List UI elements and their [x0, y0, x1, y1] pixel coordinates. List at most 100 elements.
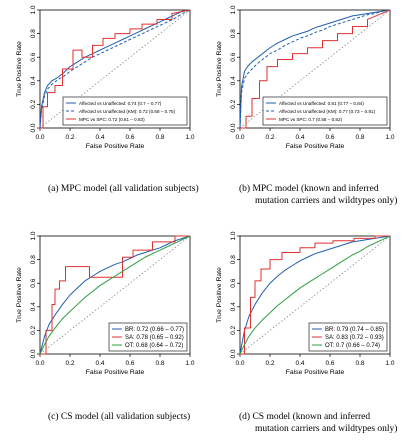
series-line-2 [39, 9, 191, 129]
legend-label: MPC vs SPC: 0.7 (0.58 – 0.82) [279, 117, 343, 122]
y-tick-label: 0.0 [30, 349, 37, 358]
y-tick-label: 0.6 [30, 278, 37, 287]
legend-label: SA: 0.83 (0.72 – 0.93) [325, 335, 384, 341]
legend-label: Affected vs Unaffected: 0.81 (0.77 – 0.8… [279, 101, 364, 106]
x-tick-label: 0.8 [355, 360, 364, 367]
legend-label: BR: 0.79 (0.74 – 0.85) [325, 327, 384, 333]
x-tick-label: 0.4 [295, 360, 304, 367]
y-tick-label: 0.0 [230, 123, 237, 132]
legend-label: Affected vs Unaffected: 0.74 (0.7 – 0.77… [79, 101, 162, 106]
legend-label: BR: 0.72 (0.66 – 0.77) [125, 327, 184, 333]
y-tick-label: 0.6 [230, 278, 237, 287]
legend: BR: 0.79 (0.74 – 0.85) SA: 0.83 (0.72 – 0… [308, 322, 388, 352]
series-line-3 [39, 235, 191, 355]
y-tick-label: 0.4 [230, 76, 237, 85]
y-tick-label: 1.0 [30, 5, 37, 14]
x-tick-label: 0.0 [235, 360, 244, 367]
y-tick-label: 0.8 [230, 29, 237, 38]
y-tick-label: 0.2 [230, 326, 237, 335]
caption-a: (a) MPC model (all validation subjects) [48, 184, 199, 196]
x-tick-label: 0.2 [265, 134, 274, 141]
y-tick-label: 0.0 [30, 123, 37, 132]
x-tick-label: 0.4 [95, 360, 104, 367]
y-tick-label: 0.8 [30, 29, 37, 38]
x-tick-label: 0.6 [325, 134, 334, 141]
caption-d: (d) CS model (known and inferred mutatio… [239, 412, 397, 435]
legend: Affected vs Unaffected: 0.74 (0.7 – 0.77… [62, 96, 188, 126]
legend-box [62, 96, 188, 126]
x-tick-label: 1.0 [385, 134, 394, 141]
reference-diagonal [239, 235, 391, 355]
plot-frame [39, 9, 191, 129]
series-line-1 [39, 9, 191, 129]
caption-b: (b) MPC model (known and inferred mutati… [239, 184, 397, 207]
y-axis-label: True Positive Rate [216, 41, 223, 97]
x-tick-label: 0.6 [125, 360, 134, 367]
x-tick-label: 0.6 [125, 134, 134, 141]
caption-c: (c) CS model (all validation subjects) [48, 412, 190, 424]
plot-frame [239, 235, 391, 355]
series-line-2 [240, 235, 390, 355]
x-tick-label: 1.0 [185, 360, 194, 367]
x-tick-label: 0.2 [65, 360, 74, 367]
legend-label: MPC vs SPC: 0.72 (0.61 – 0.83) [79, 117, 145, 122]
y-tick-label: 0.2 [30, 326, 37, 335]
caption-d-line-2: mutation carriers and wildtypes only) [255, 423, 398, 434]
series-line-3 [239, 235, 391, 355]
plot-frame [239, 9, 391, 129]
y-tick-label: 1.0 [230, 5, 237, 14]
series-line-1 [239, 9, 391, 129]
x-tick-label: 1.0 [385, 360, 394, 367]
legend-label: OT: 0.68 (0.64 – 0.72) [125, 343, 183, 349]
y-tick-label: 0.4 [230, 302, 237, 311]
series-line-2 [239, 9, 391, 129]
roc-panel-a: 0.0 0.2 0.4 0.6 0.8 1.0 0.0 0.2 0.4 0.6 0.8 1.0 Fals… [16, 5, 195, 150]
x-tick-label: 0.4 [295, 134, 304, 141]
series-line-3 [40, 9, 191, 129]
legend-label: Affected vs Unaffected (KM): 0.72 (0.68 … [79, 109, 176, 114]
x-axis-label: False Positive Rate [86, 369, 145, 376]
legend-label: Affected vs Unaffected (KM): 0.77 (0.73 … [279, 109, 376, 114]
roc-panel-c: 0.0 0.2 0.4 0.6 0.8 1.0 0.0 0.2 0.4 0.6 0.8 1.0 Fals… [16, 231, 195, 376]
series-line-3 [240, 9, 391, 129]
plot-frame [39, 235, 191, 355]
legend-box [262, 96, 388, 126]
series-line-2 [40, 235, 190, 355]
y-tick-label: 0.6 [30, 52, 37, 61]
y-axis-label: True Positive Rate [16, 41, 23, 97]
y-tick-label: 0.4 [30, 302, 37, 311]
legend: BR: 0.72 (0.66 – 0.77) SA: 0.78 (0.65 – 0… [108, 322, 188, 352]
caption-a-line-1: (a) MPC model (all validation subjects) [48, 184, 199, 194]
y-tick-label: 0.6 [230, 52, 237, 61]
y-tick-label: 0.0 [230, 349, 237, 358]
legend-label: SA: 0.78 (0.65 – 0.92) [125, 335, 184, 341]
x-tick-label: 0.0 [35, 360, 44, 367]
x-axis-label: False Positive Rate [286, 143, 345, 150]
x-tick-label: 0.2 [65, 134, 74, 141]
x-tick-label: 0.8 [355, 134, 364, 141]
x-tick-label: 0.4 [95, 134, 104, 141]
x-axis-label: False Positive Rate [86, 143, 145, 150]
caption-b-line-1: (b) MPC model (known and inferred [239, 184, 379, 194]
y-tick-label: 0.8 [30, 255, 37, 264]
x-tick-label: 0.2 [265, 360, 274, 367]
series-line-1 [39, 235, 191, 355]
x-tick-label: 1.0 [185, 134, 194, 141]
caption-c-line-1: (c) CS model (all validation subjects) [48, 412, 191, 422]
y-tick-label: 0.8 [230, 255, 237, 264]
y-axis-label: True Positive Rate [16, 267, 23, 323]
y-tick-label: 0.4 [30, 76, 37, 85]
caption-d-line-1: (d) CS model (known and inferred [239, 412, 371, 422]
x-tick-label: 0.6 [325, 360, 334, 367]
x-tick-label: 0.8 [155, 134, 164, 141]
legend: Affected vs Unaffected: 0.81 (0.77 – 0.8… [262, 96, 388, 126]
y-tick-label: 1.0 [30, 231, 37, 240]
x-tick-label: 0.0 [35, 134, 44, 141]
reference-diagonal [39, 235, 191, 355]
x-axis-label: False Positive Rate [286, 369, 345, 376]
y-tick-label: 1.0 [230, 231, 237, 240]
series-line-1 [239, 235, 391, 355]
x-tick-label: 0.0 [235, 134, 244, 141]
y-tick-label: 0.2 [30, 100, 37, 109]
